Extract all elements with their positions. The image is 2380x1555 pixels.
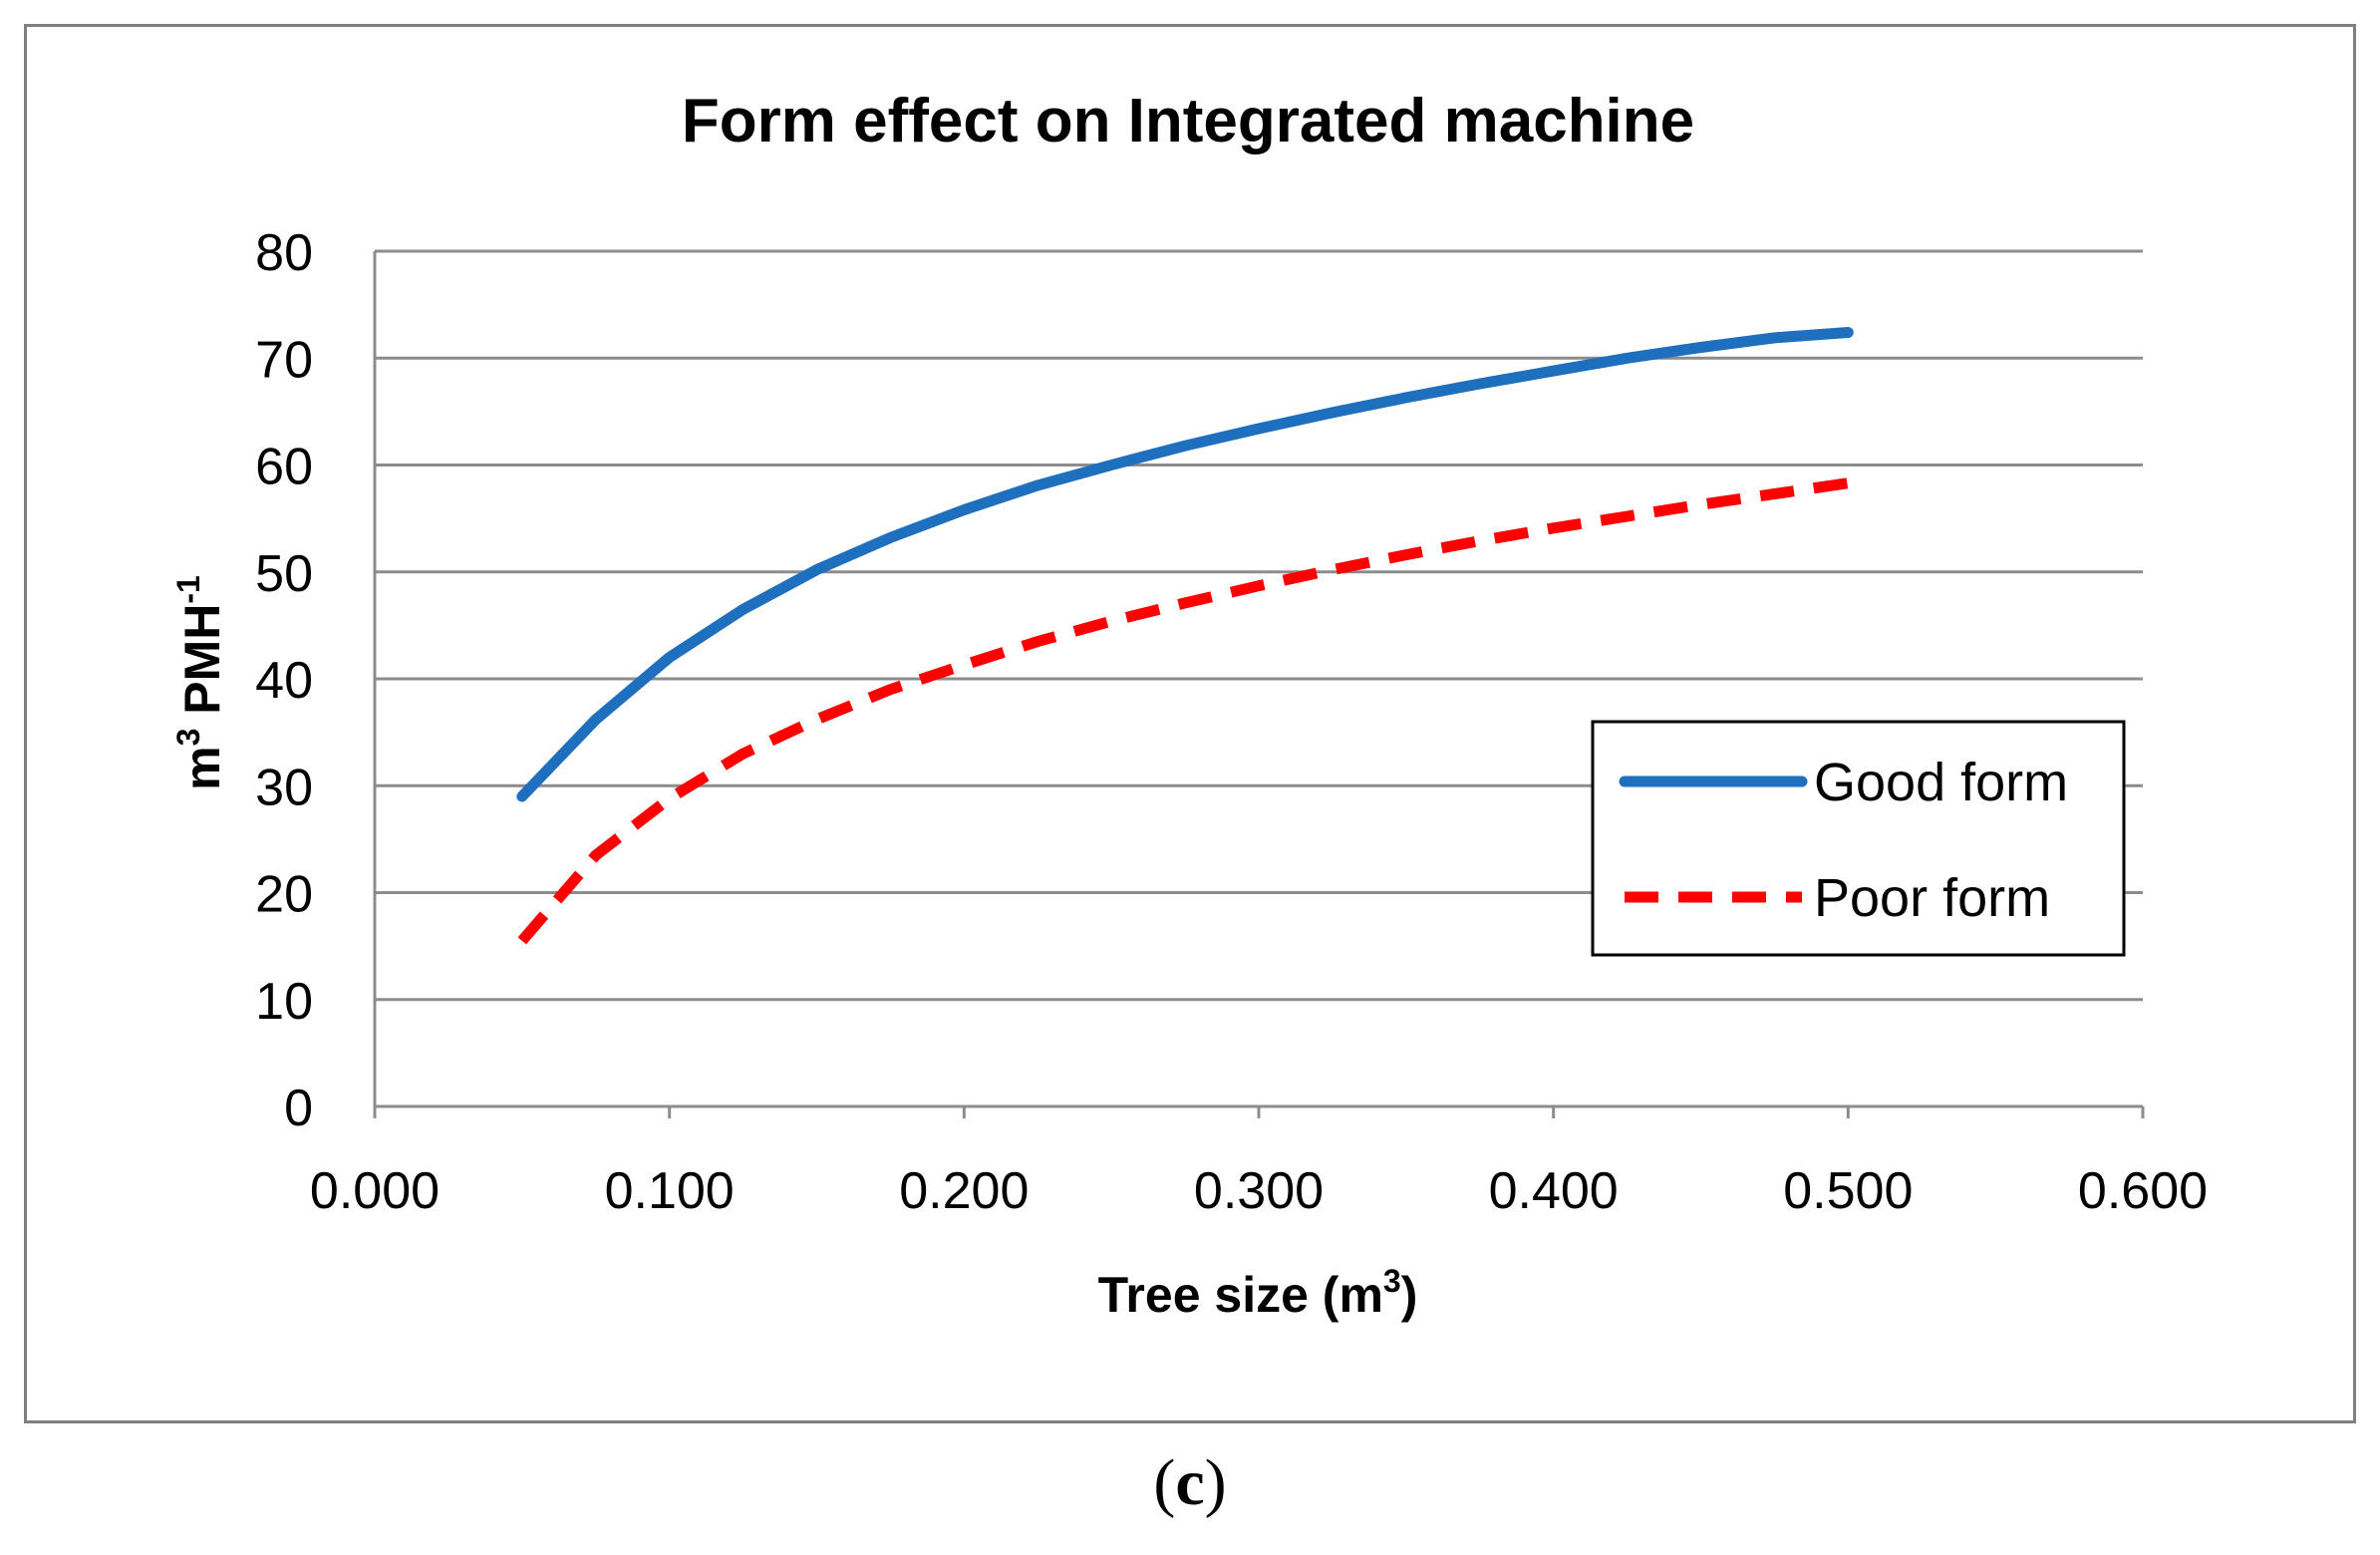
legend: Good form Poor form [1591,720,2126,957]
y-tick-label: 50 [255,545,313,603]
y-tick-label: 60 [255,439,313,496]
y-axis-label-mid: PMH [174,604,230,729]
figure-caption: (c) [0,1445,2380,1521]
x-tick-labels: 0.000 0.100 0.200 0.300 0.400 0.500 0.600 [310,1162,2208,1220]
x-tick-label: 0.300 [1194,1162,1324,1220]
x-axis-label-main: Tree size (m [1098,1267,1383,1323]
x-tick-label: 0.100 [605,1162,735,1220]
y-tick-label: 40 [255,652,313,710]
y-tick-label: 0 [284,1080,313,1137]
x-tick-label: 0.500 [1783,1162,1913,1220]
x-axis-label-tail: ) [1401,1267,1418,1323]
x-tick-label: 0.600 [2078,1162,2208,1220]
caption-close: ) [1204,1446,1227,1519]
caption-open: ( [1153,1446,1176,1519]
y-axis-label-sup2: -1 [170,575,206,603]
x-axis-label: Tree size (m3) [1098,1263,1418,1323]
y-tick-label: 80 [255,224,313,282]
y-tick-labels: 0 10 20 30 40 50 60 70 80 [255,224,313,1137]
x-tick-label: 0.400 [1489,1162,1619,1220]
gridlines [373,249,2145,1118]
y-axis-label-unit: m [174,746,230,789]
x-tick-label: 0.200 [899,1162,1029,1220]
y-tick-label: 10 [255,973,313,1031]
series-line-good-form [516,327,1854,802]
legend-label-poor-form: Poor form [1814,868,2050,928]
chart-title: Form effect on Integrated machine [682,87,1694,156]
legend-label-good-form: Good form [1814,753,2068,812]
series-lines [516,327,1854,945]
series-line-poor-form [517,477,1850,945]
y-tick-label: 20 [255,866,313,924]
y-tick-label: 70 [255,331,313,389]
y-tick-label: 30 [255,759,313,816]
chart-svg: Form effect on Integrated machine 0 10 20 3… [170,87,2208,1323]
y-axis-label: m3 PMH-1 [170,575,230,790]
y-axis-label-sup: 3 [170,729,206,747]
x-tick-label: 0.000 [310,1162,440,1220]
x-axis-label-sup: 3 [1383,1263,1401,1299]
caption-label: c [1175,1446,1205,1519]
legend-box [1591,720,2126,957]
